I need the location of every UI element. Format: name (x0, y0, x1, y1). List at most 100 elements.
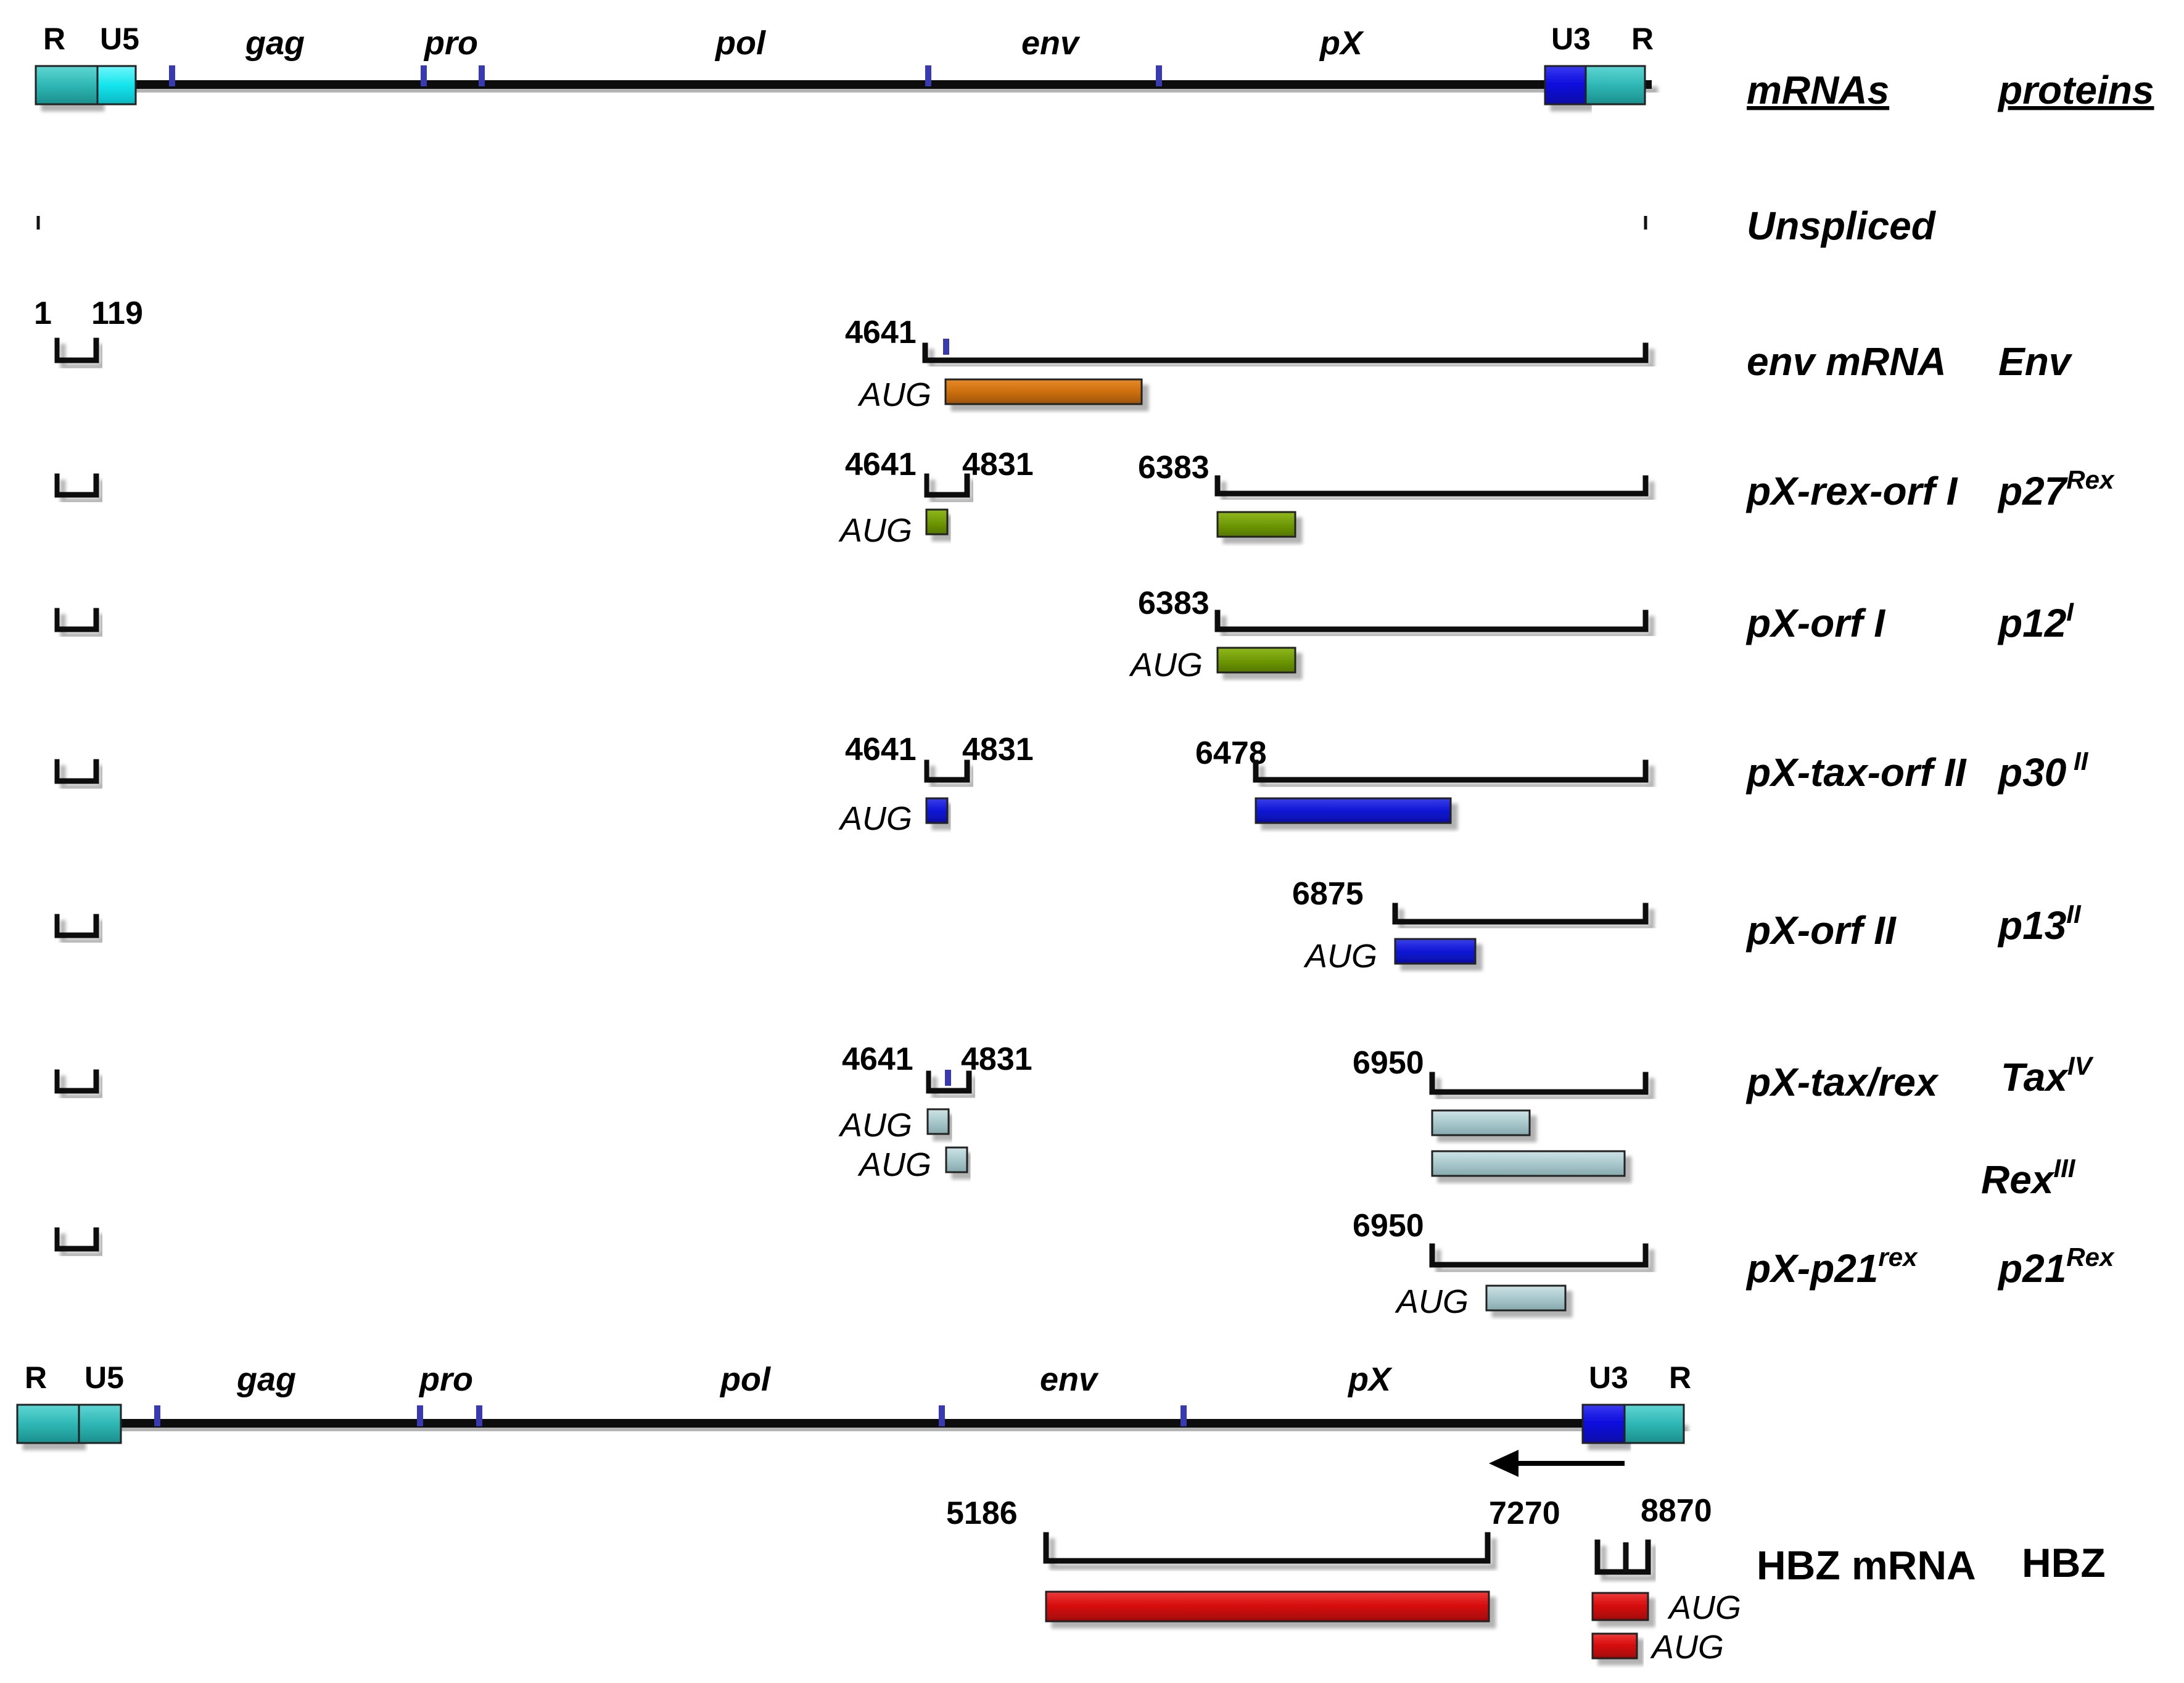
row-px-orf-ii: 6875 AUG pX-orf II p13II (54, 876, 2082, 975)
protein-label-tax: TaxIV (2001, 1051, 2094, 1099)
gene-label-gag: gag (245, 25, 305, 62)
mrna-label-env: env mRNA (1747, 339, 1947, 384)
pos-1: 1 (34, 296, 52, 331)
ltr-label-r-right: R (1631, 22, 1654, 56)
row-px-tax-rex: 4641 4831 6950 AUG AUG pX-tax/rex TaxIV … (54, 1041, 2094, 1202)
orf-p21-rex (1485, 1284, 1567, 1312)
aug-orf-i: AUG (1129, 647, 1203, 684)
row-px-p21rex: 6950 AUG pX-p21rex p21Rex (54, 1208, 2115, 1320)
gene-label-gag-bottom: gag (236, 1361, 296, 1398)
aug-env: AUG (857, 376, 931, 413)
orf-tax-start (925, 797, 949, 824)
mrna-label-p21: pX-p21rex (1745, 1243, 1918, 1291)
protein-label-p12: p12I (1997, 597, 2074, 645)
ltr-r-box-bottom (16, 1404, 80, 1444)
ltr-label-r: R (43, 22, 65, 56)
antisense-arrow (1489, 1450, 1625, 1477)
ltr-r-box (35, 65, 99, 105)
pos-4641: 4641 (845, 315, 917, 350)
header-proteins: proteins (1997, 68, 2154, 112)
pos-6383: 6383 (1138, 450, 1209, 486)
orf-hbz (1045, 1590, 1490, 1623)
row-hbz: 5186 7270 8870 AUG AUG HBZ mRNA HBZ (946, 1493, 2106, 1666)
ltr-u3-box (1544, 65, 1587, 105)
pos-4641: 4641 (845, 447, 917, 482)
protein-label-p21: p21Rex (1997, 1243, 2115, 1291)
pos-8870: 8870 (1641, 1493, 1712, 1529)
pos-5186: 5186 (946, 1495, 1018, 1531)
gene-boundary-markers-bottom (154, 1405, 1187, 1426)
orf-tax-exon1 (926, 1108, 950, 1135)
gene-label-pro: pro (423, 25, 478, 62)
protein-label-rex: RexIII (1981, 1154, 2076, 1202)
gene-label-pro-bottom: pro (418, 1361, 473, 1398)
gene-label-px: pX (1319, 25, 1364, 62)
ltr-u5-box (96, 65, 137, 105)
row-px-tax-orf-ii: 4641 4831 6478 AUG pX-tax-orf II p30 II (54, 732, 2089, 837)
aug-p21: AUG (1395, 1283, 1469, 1320)
pos-6875: 6875 (1292, 876, 1364, 912)
row-env: 1 119 4641 AUG env mRNA Env (34, 296, 2073, 413)
gene-label-pol-bottom: pol (719, 1361, 771, 1398)
row-unspliced: Unspliced (36, 204, 1937, 248)
gene-label-env-bottom: env (1040, 1361, 1099, 1398)
header-mrnas: mRNAs (1747, 68, 1889, 112)
pos-4831: 4831 (962, 732, 1034, 767)
protein-label-hbz: HBZ (2022, 1540, 2106, 1586)
protein-label-env: Env (1998, 339, 2073, 384)
orf-p27-rex (1216, 511, 1296, 538)
ltr-r-box-right (1584, 65, 1646, 105)
pos-119: 119 (91, 296, 143, 331)
aug-tax: AUG (838, 1107, 912, 1144)
protein-label-p13: p13II (1997, 899, 2082, 948)
aug-rex: AUG (857, 1146, 931, 1183)
pos-6383: 6383 (1138, 585, 1209, 621)
mrna-label-hbz: HBZ mRNA (1757, 1542, 1976, 1588)
row-px-orf-i: 6383 AUG pX-orf I p12I (54, 585, 2074, 684)
genome-top: R U5 U3 R gag pro pol env pX (35, 22, 1654, 105)
genome-bottom: R U5 U3 R gag pro pol env pX (16, 1360, 1691, 1444)
aug-hbz-1: AUG (1667, 1589, 1741, 1626)
orf-env (944, 378, 1143, 405)
ltr-label-u5: U5 (100, 22, 139, 56)
ltr-label-r-bottom: R (25, 1360, 47, 1395)
pos-7270: 7270 (1489, 1495, 1560, 1531)
orf-rex-exon1 (945, 1146, 968, 1173)
mrna-label-rex-orf-i: pX-rex-orf I (1745, 469, 1958, 513)
orf-hbz-exon1-b (1591, 1632, 1638, 1660)
ltr-label-u3: U3 (1551, 22, 1591, 56)
pos-4641: 4641 (842, 1041, 913, 1077)
ltr-r-box-bottom-right (1623, 1404, 1685, 1444)
ltr-label-u3-bottom: U3 (1589, 1360, 1628, 1395)
pos-6950: 6950 (1353, 1045, 1424, 1081)
protein-label-p27: p27Rex (1997, 465, 2115, 513)
ltr-u3-box-bottom (1581, 1404, 1626, 1444)
pos-4831: 4831 (962, 447, 1034, 482)
row-px-rex-orf-i: 4641 4831 6383 AUG pX-rex-orf I p27Rex (54, 447, 2115, 549)
orf-tax (1431, 1109, 1531, 1136)
orf-p30 (1255, 797, 1452, 824)
orf-rex (1431, 1150, 1626, 1177)
protein-label-p30: p30 II (1997, 746, 2089, 795)
mrna-label-orf-i: pX-orf I (1745, 601, 1885, 645)
gene-label-pol: pol (714, 25, 766, 62)
gene-label-env: env (1021, 25, 1081, 62)
ltr-label-r-bottom-right: R (1669, 1360, 1691, 1395)
mrna-label-tax-rex: pX-tax/rex (1745, 1060, 1939, 1104)
aug-tax-orf-ii: AUG (838, 800, 912, 837)
pos-4831: 4831 (961, 1041, 1032, 1077)
aug-hbz-2: AUG (1650, 1629, 1724, 1666)
mrna-label-tax-orf-ii: pX-tax-orf II (1745, 750, 1967, 795)
gene-label-px-bottom: pX (1347, 1361, 1393, 1398)
mrna-label-unspliced: Unspliced (1747, 204, 1937, 248)
orf-rex-start (925, 508, 949, 536)
ltr-label-u5-bottom: U5 (84, 1360, 124, 1395)
aug-rex-orf-i: AUG (838, 512, 912, 549)
gene-boundary-markers (169, 65, 1162, 86)
aug-orf-ii: AUG (1303, 938, 1377, 975)
mrna-label-orf-ii: pX-orf II (1745, 908, 1897, 953)
orf-p13 (1394, 938, 1477, 965)
ltr-u5-box-bottom (78, 1404, 122, 1444)
pos-4641: 4641 (845, 732, 917, 767)
